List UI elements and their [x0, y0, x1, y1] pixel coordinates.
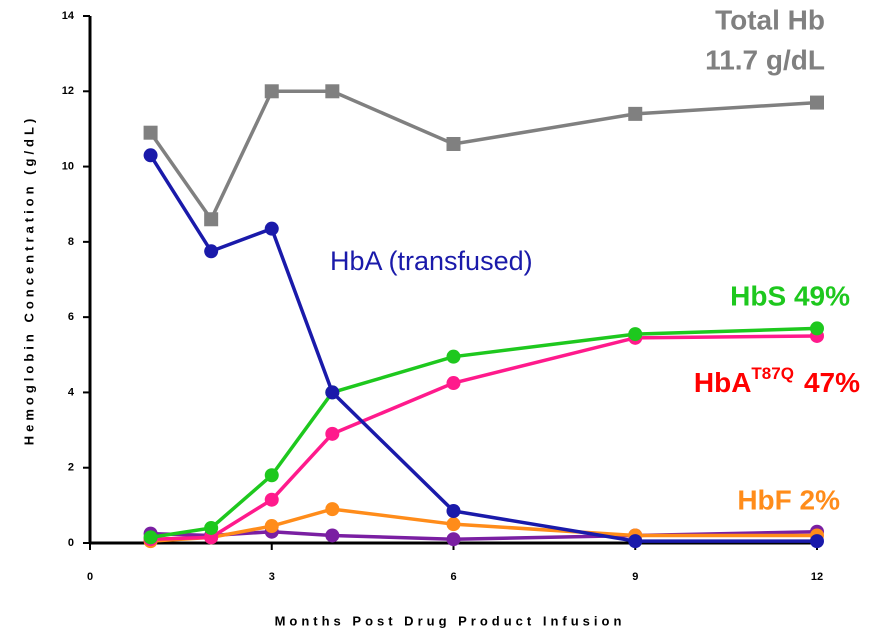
marker — [446, 136, 461, 151]
y-tick-label: 6 — [68, 311, 74, 323]
marker — [325, 385, 340, 400]
marker — [446, 532, 461, 547]
marker — [264, 221, 279, 236]
y-axis-title: Hemoglobin Concentration (g/dL) — [21, 115, 36, 446]
marker — [204, 520, 219, 535]
marker — [628, 106, 643, 121]
series-line — [150, 326, 818, 540]
y-tick-label: 4 — [68, 386, 75, 398]
x-tick-label: 3 — [269, 571, 275, 583]
series-label: HbF 2% — [737, 484, 840, 515]
y-tick-label: 12 — [62, 85, 74, 97]
x-tick-label: 6 — [450, 571, 456, 583]
marker — [264, 468, 279, 483]
marker — [628, 327, 643, 342]
label-sup: T87Q — [751, 364, 794, 383]
marker — [810, 534, 824, 549]
marker — [264, 519, 279, 534]
marker — [325, 426, 340, 441]
marker — [143, 125, 158, 140]
x-tick-label: 9 — [632, 571, 638, 583]
series-label: Total Hb — [715, 4, 825, 35]
y-tick-label: 2 — [68, 462, 74, 474]
marker — [810, 321, 824, 336]
y-tick-label: 14 — [62, 10, 75, 22]
marker — [446, 376, 461, 391]
marker — [204, 212, 219, 227]
marker — [446, 349, 461, 364]
marker — [264, 84, 279, 99]
marker — [325, 528, 340, 543]
label-part: 47% — [804, 367, 860, 398]
series-line — [149, 89, 818, 223]
marker — [325, 502, 340, 517]
y-tick-label: 8 — [68, 236, 74, 248]
label-part: HbA — [694, 367, 752, 398]
marker — [446, 504, 461, 519]
marker — [143, 148, 158, 163]
y-tick-label: 0 — [68, 537, 74, 549]
marker — [325, 84, 340, 99]
marker — [204, 244, 219, 259]
marker — [628, 534, 643, 549]
x-axis-title: Months Post Drug Product Infusion — [275, 613, 626, 628]
marker — [143, 530, 158, 545]
x-tick-label: 12 — [811, 571, 823, 583]
series-label: HbS 49% — [730, 280, 850, 311]
x-tick-label: 0 — [87, 571, 93, 583]
series-line — [149, 154, 817, 543]
y-tick-label: 10 — [62, 160, 74, 172]
series-label: HbA (transfused) — [330, 246, 533, 276]
series-label: HbAT87Q 47% — [694, 364, 860, 398]
marker — [446, 517, 461, 532]
marker — [264, 492, 279, 507]
marker — [810, 95, 824, 110]
series-sublabel: 11.7 g/dL — [705, 44, 825, 75]
